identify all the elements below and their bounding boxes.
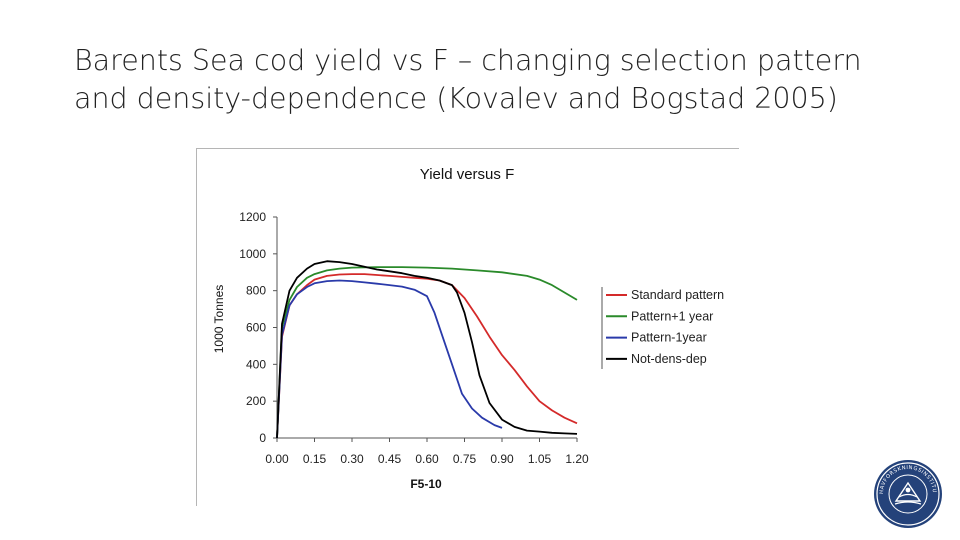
y-axis-label: 1000 Tonnes	[212, 285, 226, 354]
y-tick-label: 400	[246, 357, 266, 371]
legend-label: Pattern+1 year	[631, 309, 713, 323]
series-line-2	[276, 266, 578, 439]
chart-title: Yield versus F	[420, 166, 514, 183]
series-line-1	[276, 273, 578, 439]
y-tick-label: 1000	[239, 247, 266, 261]
slide-title-line-1: Barents Sea cod yield vs F – changing se…	[74, 44, 862, 77]
chart-frame: Yield versus F 1000 Tonnes F5-10 0 200 400…	[196, 148, 739, 506]
legend-label: Not-dens-dep	[631, 352, 707, 366]
yield-chart: Yield versus F 1000 Tonnes F5-10 0 200 400…	[212, 166, 724, 491]
legend: Standard pattern Pattern+1 year Pattern-1y…	[601, 287, 724, 369]
x-axis-label: F5-10	[410, 477, 442, 491]
x-tick-label: 0.90	[490, 452, 514, 466]
y-tick-label: 800	[246, 284, 266, 298]
series-line-4	[276, 260, 578, 439]
x-tick-label: 0.45	[378, 452, 402, 466]
slide-title: Barents Sea cod yield vs F – changing se…	[74, 42, 934, 118]
legend-label: Standard pattern	[631, 288, 724, 302]
series-line-3	[276, 279, 503, 439]
y-tick-label: 200	[246, 394, 266, 408]
x-tick-label: 0.75	[453, 452, 477, 466]
legend-label: Pattern-1year	[631, 331, 707, 345]
x-tick-label: 1.05	[528, 452, 552, 466]
plot-area	[276, 260, 578, 439]
y-tick-label: 1200	[239, 210, 266, 224]
x-tick-label: 0.15	[303, 452, 327, 466]
slide-title-line-2: and density-dependence (Kovalev and Bogs…	[74, 82, 838, 115]
y-tick-label: 0	[259, 431, 266, 445]
y-tick-label: 600	[246, 321, 266, 335]
x-tick-label: 0.60	[415, 452, 439, 466]
x-tick-label: 1.20	[565, 452, 589, 466]
x-tick-label: 0.00	[265, 452, 289, 466]
institute-seal-icon: HAVFORSKNINGSINSTITUTTET	[873, 459, 942, 528]
x-tick-label: 0.30	[340, 452, 364, 466]
axes: 0 200 400 600 800 1000 1200 0.00 0.15 0.30 0.45 0.6…	[239, 210, 589, 466]
